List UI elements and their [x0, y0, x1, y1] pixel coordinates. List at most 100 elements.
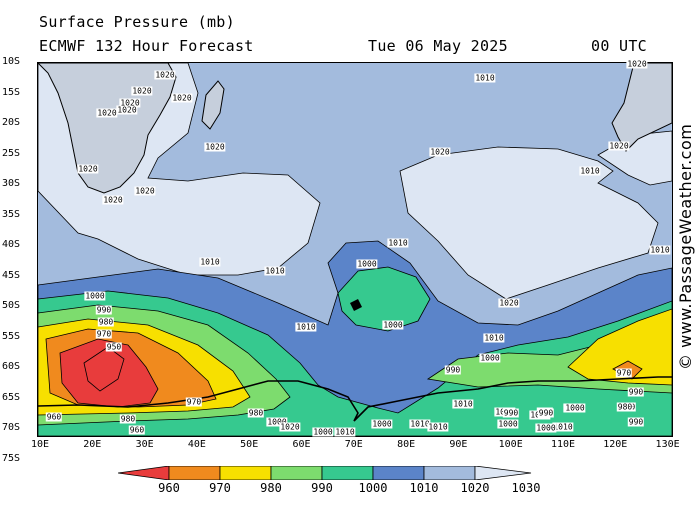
isobar-label: 980	[119, 414, 137, 424]
lon-label: 120E	[603, 439, 628, 450]
legend-swatch-above	[474, 466, 532, 480]
lon-label: 70E	[344, 439, 363, 450]
legend-label: 1030	[511, 481, 541, 495]
isobar-label: 1000	[382, 320, 404, 330]
lat-label: 60S	[2, 361, 21, 372]
lon-label: 110E	[550, 439, 576, 450]
isobar-label: 990	[627, 387, 645, 397]
isobar-label: 980	[97, 317, 115, 327]
lat-label: 65S	[2, 391, 21, 403]
isobar-label: 1010	[295, 322, 317, 332]
isobar-label: 1010	[264, 266, 286, 276]
lon-label: 50E	[240, 439, 259, 450]
isobar-label: 1020	[204, 142, 226, 152]
isobar-label: 1020	[119, 98, 141, 108]
lat-label: 20S	[2, 117, 21, 128]
isobar-label: 1020	[608, 141, 630, 151]
isobar-label: 1010	[452, 399, 474, 409]
field-below-960	[59, 338, 159, 408]
lat-label: 45S	[2, 269, 21, 281]
isobar-label: 1010	[334, 427, 356, 437]
lat-label: 30S	[2, 178, 21, 189]
lon-label: 20E	[83, 439, 102, 450]
lon-label: 40E	[187, 439, 206, 450]
isobar-label: 970	[185, 397, 203, 407]
isobar-label: 970	[615, 368, 633, 378]
isobar-label: 990	[627, 417, 645, 427]
low-cell-center	[337, 266, 431, 332]
legend-swatch	[372, 466, 425, 480]
isobar-label: 1010	[409, 419, 431, 429]
credit-text: © www.PassageWeather.com	[676, 123, 695, 370]
isobar-label: 980	[247, 408, 265, 418]
legend-swatch	[423, 466, 476, 480]
isobar-label: 1020	[154, 70, 176, 80]
isobar-label: 1010	[387, 238, 409, 248]
isobar-label: 990	[502, 408, 520, 418]
isobar-label: 1010	[552, 422, 574, 432]
isobar-label: 990	[537, 408, 555, 418]
isobar-label: 990	[444, 365, 462, 375]
lon-label: 60E	[292, 439, 311, 450]
lon-label: 100E	[498, 439, 523, 450]
land-africa	[38, 63, 177, 194]
lon-label: 30E	[135, 439, 154, 450]
isobar-label: 1000	[535, 423, 557, 433]
legend-label: 1010	[409, 481, 439, 495]
land-australia	[611, 63, 672, 152]
isobar-label: 1020	[102, 195, 124, 205]
isobar-label: 990	[95, 305, 113, 315]
legend-swatch	[321, 466, 374, 480]
lat-label: 70S	[2, 422, 21, 433]
legend-label: 1000	[358, 481, 388, 495]
lat-label: 10S	[2, 56, 21, 67]
isobar-label: 1020	[626, 59, 648, 69]
isobar-label: 1000	[497, 419, 519, 429]
isobar-label: 980	[616, 402, 634, 412]
lat-label: 75S	[2, 452, 21, 464]
lon-label: 130E	[655, 439, 680, 450]
isobar-label: 970	[95, 329, 113, 339]
lat-label: 50S	[2, 300, 21, 311]
land-madagascar	[201, 80, 225, 130]
lat-label: 25S	[2, 147, 21, 159]
pressure-field-svg	[38, 63, 672, 436]
high-cell-central	[399, 146, 659, 300]
legend-label: 1020	[460, 481, 490, 495]
isobar-label: 1020	[498, 298, 520, 308]
isobar-label: 1020	[171, 93, 193, 103]
lon-label: 90E	[449, 439, 468, 450]
isobar-label: 1020	[96, 108, 118, 118]
legend-label: 960	[158, 481, 180, 495]
lat-label: 35S	[2, 208, 21, 220]
isobar-label: 1010	[427, 422, 449, 432]
legend-label: 990	[311, 481, 333, 495]
isobar-label: 1020	[279, 422, 301, 432]
color-legend	[118, 466, 532, 480]
lat-label: 15S	[2, 86, 21, 98]
legend-swatch	[219, 466, 272, 480]
lon-label: 10E	[30, 439, 50, 450]
isobar-label: 1010	[579, 166, 601, 176]
isobar-label: 1010	[649, 245, 671, 255]
isobar-label: 1010	[199, 257, 221, 267]
isobar-label: 1000	[371, 419, 393, 429]
forecast-time: 00 UTC	[591, 37, 647, 55]
lon-label: 80E	[397, 439, 416, 450]
isobar-label: 1000	[356, 259, 378, 269]
isobar-label: 1020	[77, 164, 99, 174]
lat-label: 40S	[2, 239, 21, 250]
isobar-label: 1020	[131, 86, 153, 96]
isobar-label: 1010	[483, 333, 505, 343]
model-forecast-label: ECMWF 132 Hour Forecast	[39, 37, 254, 55]
island-kerguelen	[350, 299, 362, 311]
legend-label: 980	[260, 481, 282, 495]
isobar-label: 1000	[266, 417, 288, 427]
legend-swatch-below	[118, 466, 170, 480]
isobar-label: 1020	[134, 186, 156, 196]
legend-label: 970	[209, 481, 231, 495]
lat-label: 55S	[2, 330, 21, 342]
legend-swatch	[168, 466, 221, 480]
legend-swatch	[270, 466, 323, 480]
pressure-map	[37, 62, 673, 437]
